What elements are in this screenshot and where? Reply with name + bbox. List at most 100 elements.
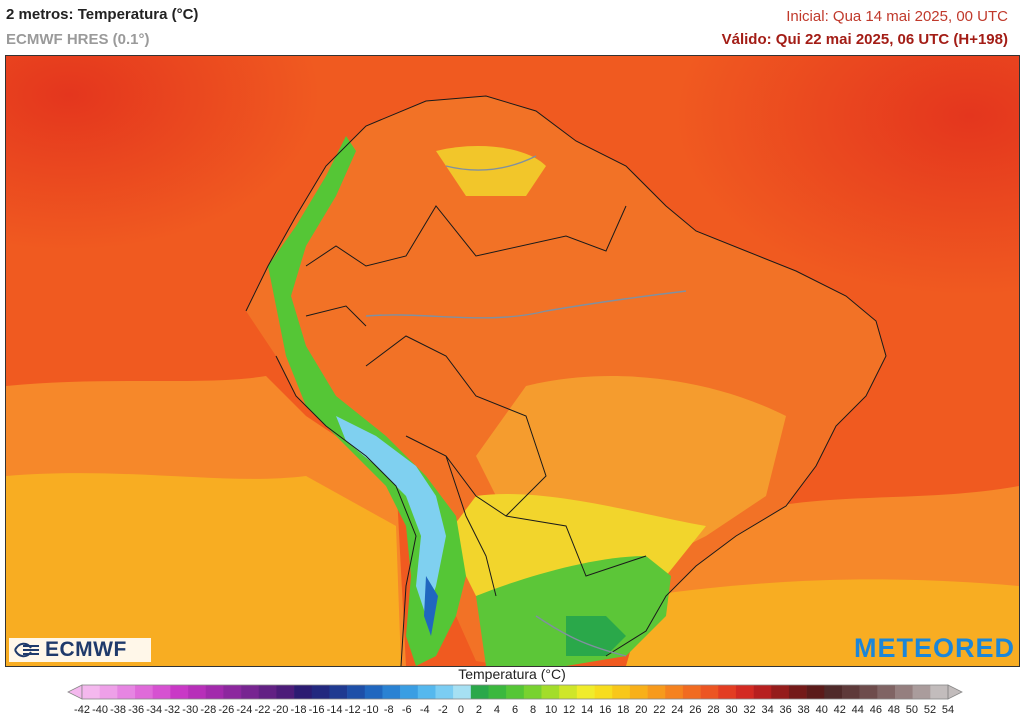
scale-swatch	[682, 685, 701, 699]
scale-min-arrow	[67, 684, 83, 700]
scale-tick-label: -8	[383, 704, 394, 716]
scale-swatch	[523, 685, 542, 699]
scale-swatch	[135, 685, 153, 699]
scale-swatch	[506, 685, 525, 699]
scale-swatch	[188, 685, 207, 699]
scale-tick-label: 24	[671, 704, 684, 716]
scale-tick-label: -14	[326, 704, 343, 716]
country-borders	[245, 95, 887, 666]
scale-tick-label: -28	[200, 704, 217, 716]
scale-tick-label: -2	[437, 704, 448, 716]
scale-tick-label: 4	[493, 704, 501, 716]
temperature-map[interactable]: ECMWF METEORED	[5, 55, 1020, 667]
scale-swatch	[700, 685, 719, 699]
scale-tick-label: 48	[887, 704, 900, 716]
scale-tick-label: 10	[544, 704, 558, 716]
scale-swatch	[152, 685, 171, 699]
scale-tick-label: -10	[362, 704, 379, 716]
scale-swatch	[329, 685, 348, 699]
scale-tick-label: -42	[74, 704, 90, 716]
scale-swatch	[453, 685, 472, 699]
scale-swatch	[311, 685, 330, 699]
scale-tick-label: -32	[164, 704, 181, 716]
scale-tick-label: 38	[797, 704, 810, 716]
meteored-logo: METEORED	[853, 633, 1015, 663]
scale-swatch	[912, 685, 931, 699]
scale-tick-label: -36	[128, 704, 145, 716]
scale-swatch	[435, 685, 454, 699]
scale-tick-label: -24	[236, 704, 253, 716]
scale-swatch	[788, 685, 807, 699]
scale-swatch	[824, 685, 843, 699]
valid-time: Válido: Qui 22 mai 2025, 06 UTC (H+198)	[721, 31, 1008, 48]
scale-tick-label: -38	[110, 704, 127, 716]
scale-swatch	[559, 685, 578, 699]
scale-tick-label: 42	[833, 704, 846, 716]
scale-swatch	[735, 685, 754, 699]
scale-tick-label: 50	[905, 704, 919, 716]
scale-swatch	[170, 685, 189, 699]
scale-tick-label: 8	[529, 704, 537, 716]
scale-swatch	[771, 685, 790, 699]
scale-swatch	[347, 685, 366, 699]
scale-tick-label: 18	[617, 704, 630, 716]
scale-tick-label: -16	[308, 704, 325, 716]
land-green-uruguay	[566, 616, 626, 656]
model-name: ECMWF HRES (0.1°)	[6, 31, 150, 48]
legend-title: Temperatura (°C)	[458, 666, 566, 682]
scale-tick-label: 16	[599, 704, 612, 716]
scale-tick-label: -12	[344, 704, 361, 716]
scale-swatch	[99, 685, 118, 699]
scale-tick-label: 52	[923, 704, 937, 716]
scale-tick-label: 36	[779, 704, 792, 716]
rivers	[365, 155, 687, 657]
scale-tick-label: 26	[689, 704, 702, 716]
scale-swatch	[294, 685, 313, 699]
scale-swatch	[894, 685, 913, 699]
scale-tick-label: 44	[851, 704, 864, 716]
scale-tick-label: 46	[869, 704, 882, 716]
land-yellow-north	[436, 146, 546, 196]
andes-green	[268, 136, 466, 666]
scale-swatch	[82, 685, 100, 699]
scale-tick-label: -20	[272, 704, 289, 716]
andes-blue	[424, 576, 438, 636]
scale-swatch	[612, 685, 631, 699]
andes-cyan	[336, 416, 446, 616]
scale-swatch	[541, 685, 560, 699]
scale-swatch	[276, 685, 295, 699]
scale-tick-label: 28	[707, 704, 720, 716]
scale-tick-label: -4	[419, 704, 430, 716]
map-canvas	[6, 56, 1019, 666]
scale-swatch	[417, 685, 436, 699]
scale-swatch	[594, 685, 613, 699]
scale-swatch	[223, 685, 242, 699]
scale-tick-label: 40	[815, 704, 828, 716]
scale-swatch	[488, 685, 507, 699]
scale-tick-label: 22	[653, 704, 666, 716]
color-scale	[67, 684, 963, 700]
scale-swatch	[258, 685, 277, 699]
ecmwf-logo: ECMWF	[9, 638, 151, 662]
scale-tick-label: 30	[725, 704, 738, 716]
scale-swatch	[470, 685, 489, 699]
color-scale-labels: -42 -40 -38 -36 -34 -32 -30 -28 -26 -24 -22 -20 -18-…	[0, 704, 1024, 718]
scale-tick-label: -6	[401, 704, 412, 716]
scale-swatch	[806, 685, 825, 699]
scale-tick-label: 14	[581, 704, 594, 716]
scale-swatch	[877, 685, 896, 699]
scale-tick-label: 2	[475, 704, 482, 716]
scale-swatch	[930, 685, 949, 699]
scale-swatch	[665, 685, 684, 699]
scale-tick-label: 12	[563, 704, 576, 716]
scale-tick-label: -30	[182, 704, 199, 716]
scale-swatch	[576, 685, 595, 699]
init-time: Inicial: Qua 14 mai 2025, 00 UTC	[786, 8, 1008, 25]
scale-tick-label: 34	[761, 704, 774, 716]
scale-swatch	[859, 685, 878, 699]
scale-swatch	[382, 685, 401, 699]
map-title: 2 metros: Temperatura (°C)	[6, 6, 199, 23]
ocean-atlantic-south-cool	[626, 579, 1019, 666]
scale-swatch	[241, 685, 260, 699]
scale-swatch	[400, 685, 419, 699]
